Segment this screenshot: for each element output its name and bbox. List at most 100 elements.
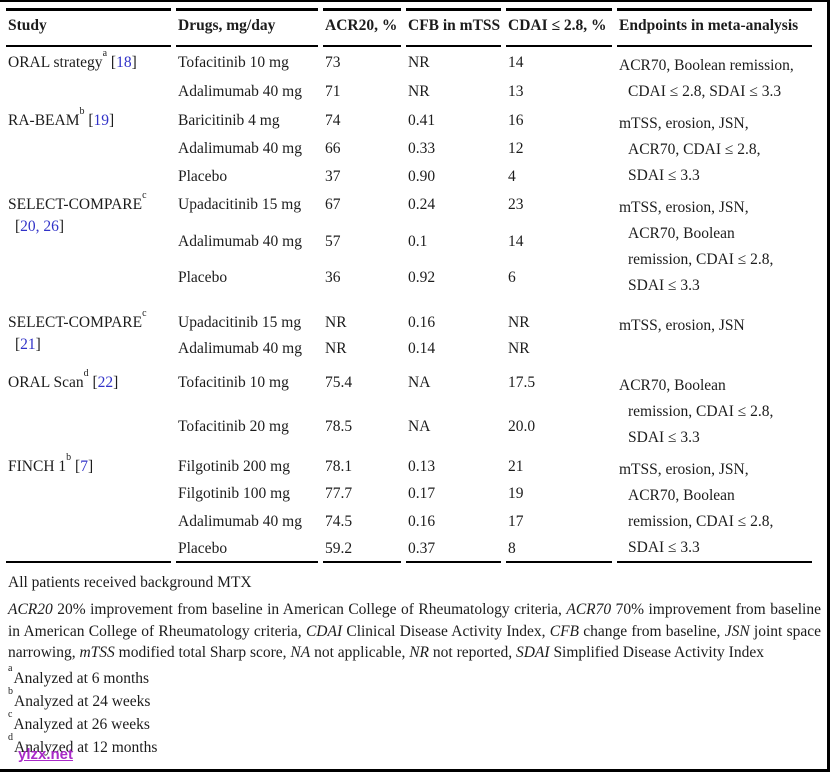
footnote-text: Analyzed at 24 weeks	[14, 692, 151, 710]
reference-link[interactable]: 7	[80, 458, 88, 475]
endpoints-line: mTSS, erosion, JSN,	[619, 115, 749, 132]
footnote-marker: b	[66, 451, 72, 463]
cdai-cell: 20.0	[508, 418, 536, 436]
table-row: Adalimumab 40 mg 57 0.1 14	[6, 226, 812, 263]
study-name: ORAL Scan	[8, 374, 84, 391]
footnote-text: Analyzed at 12 months	[14, 738, 158, 756]
table-row: ORAL strategya [18] Tofacitinib 10 mg 73 NR…	[6, 47, 812, 100]
cdai-cell: NR	[508, 314, 530, 331]
cdai-cell: 16	[508, 112, 524, 129]
cfb-cell: 0.90	[408, 168, 436, 185]
table-row: Adalimumab 40 mg NR 0.14 NR	[6, 333, 812, 359]
cfb-cell: 0.33	[408, 140, 436, 157]
table-row: Placebo 59.2 0.37 8	[6, 533, 812, 563]
study-name-line: SELECT-COMPAREc	[8, 308, 171, 332]
study-name: SELECT-COMPARE	[8, 314, 143, 331]
reference-link[interactable]: 20, 26	[20, 218, 59, 235]
study-cell: FINCH 1b [7]	[6, 451, 171, 563]
endpoints-line: mTSS, erosion, JSN,	[619, 199, 749, 216]
table-row: Placebo 36 0.92 6	[6, 262, 812, 299]
endpoints-cell: ACR70, Boolean remission, CDAI ≤ 2.8, SDA…	[617, 47, 812, 105]
cfb-cell: NA	[408, 418, 431, 436]
footnote-marker: b	[79, 105, 85, 117]
footnote-marker: d	[8, 732, 13, 744]
study-reference-line: [21]	[15, 336, 41, 353]
study-cell: SELECT-COMPAREc [21]	[6, 299, 171, 359]
cdai-cell: 23	[508, 196, 524, 213]
footnote-d: dAnalyzed at 12 months	[8, 733, 821, 756]
column-header-2: ACR20, %	[323, 8, 401, 47]
study-cell: RA-BEAMb [19]	[6, 105, 171, 189]
abbreviation-term: ACR70	[566, 601, 612, 618]
footnotes-list: aAnalyzed at 6 months bAnalyzed at 24 wee…	[8, 664, 821, 756]
abbreviation-term: SDAI	[515, 644, 550, 661]
footnote-marker: d	[83, 367, 89, 379]
drug-cell: Tofacitinib 20 mg	[178, 418, 289, 436]
drug-cell: Placebo	[178, 269, 228, 287]
study-name-line: FINCH 1b [7]	[8, 451, 94, 475]
reference-link[interactable]: 21	[20, 336, 36, 353]
table-row: Tofacitinib 20 mg 78.5 NA 20.0	[6, 411, 812, 451]
endpoints-cell: mTSS, erosion, JSN, ACR70, CDAI ≤ 2.8, SDA…	[617, 105, 812, 189]
endpoints-line: remission, CDAI ≤ 2.8,	[628, 513, 774, 530]
cfb-cell: 0.92	[408, 269, 436, 287]
drug-cell: Adalimumab 40 mg	[178, 512, 302, 530]
acr20-cell: 66	[325, 140, 341, 157]
study-reference-line: [20, 26]	[15, 218, 65, 235]
abbreviation-term: mTSS	[79, 644, 115, 661]
column-header-5: Endpoints in meta-analysis	[617, 8, 812, 47]
reference-link[interactable]: 18	[116, 54, 132, 71]
endpoints-cell: ACR70, Boolean remission, CDAI ≤ 2.8, SDAI…	[617, 359, 812, 451]
drug-cell: Tofacitinib 10 mg	[178, 54, 289, 71]
drug-cell: Adalimumab 40 mg	[178, 83, 302, 100]
cfb-cell: 0.17	[408, 485, 436, 503]
abbreviation-definition: Simplified Disease Activity Index	[549, 644, 764, 661]
abbreviation-definition: change from baseline,	[579, 622, 725, 640]
cfb-cell: 0.16	[408, 314, 436, 331]
results-table: Study Drugs, mg/day ACR20, % CFB in mTSS CDA…	[1, 8, 817, 563]
drug-cell: Tofacitinib 10 mg	[178, 374, 289, 391]
endpoints-line: ACR70, Boolean	[619, 377, 726, 394]
reference-link[interactable]: 22	[97, 374, 114, 391]
endpoints-line: ACR70, Boolean	[628, 487, 735, 504]
abbreviation-term: NR	[409, 644, 430, 661]
abbreviation-definition: not applicable,	[310, 644, 410, 661]
acr20-cell: 37	[325, 168, 341, 185]
acr20-cell: 67	[325, 196, 341, 213]
note-background: All patients received background MTX	[8, 574, 252, 591]
footnote-marker: c	[8, 709, 13, 721]
cfb-cell: 0.13	[408, 458, 436, 475]
drug-cell: Upadacitinib 15 mg	[178, 314, 302, 331]
cfb-cell: 0.24	[408, 196, 436, 213]
cfb-cell: NR	[408, 83, 430, 100]
study-cell: ORAL Scand [22]	[6, 359, 171, 451]
abbreviation-definition: 20% improvement from baseline in America…	[52, 601, 567, 618]
acr20-cell: NR	[325, 340, 347, 357]
acr20-cell: 74	[325, 112, 341, 129]
study-name: RA-BEAM	[8, 112, 80, 129]
drug-cell: Baricitinib 4 mg	[178, 112, 280, 129]
footnote-marker: a	[102, 47, 108, 59]
abbreviation-definition: not reported,	[429, 644, 516, 661]
reference-link[interactable]: 19	[93, 112, 110, 129]
footnote-a: aAnalyzed at 6 months	[8, 664, 821, 687]
cdai-cell: 13	[508, 83, 524, 100]
acr20-cell: 59.2	[323, 533, 401, 563]
drug-cell: Placebo	[178, 168, 228, 185]
table-row: SELECT-COMPAREc [20, 26] Upadacitinib 15 m…	[6, 189, 812, 294]
footnote-c: cAnalyzed at 26 weeks	[8, 710, 821, 733]
cfb-cell: NR	[408, 54, 430, 71]
endpoints-line: remission, CDAI ≤ 2.8,	[628, 251, 774, 268]
footnote-b: bAnalyzed at 24 weeks	[8, 687, 821, 710]
acr20-cell: 57	[325, 232, 341, 250]
cdai-cell: 17	[508, 512, 524, 530]
cdai-cell: 19	[508, 485, 524, 503]
study-name-line: RA-BEAMb [19]	[8, 105, 115, 129]
endpoints-cell: mTSS, erosion, JSN, ACR70, Boolean remissi…	[617, 189, 812, 299]
cdai-cell: 4	[508, 168, 516, 185]
endpoints-line: SDAI ≤ 3.3	[628, 277, 700, 294]
endpoints-cell: mTSS, erosion, JSN, ACR70, Boolean remissi…	[617, 451, 812, 563]
acr20-cell: 71	[325, 83, 341, 100]
cfb-cell: 0.14	[408, 340, 436, 357]
table-row: ORAL Scand [22] Tofacitinib 10 mg 75.4 NA 17…	[6, 359, 812, 446]
